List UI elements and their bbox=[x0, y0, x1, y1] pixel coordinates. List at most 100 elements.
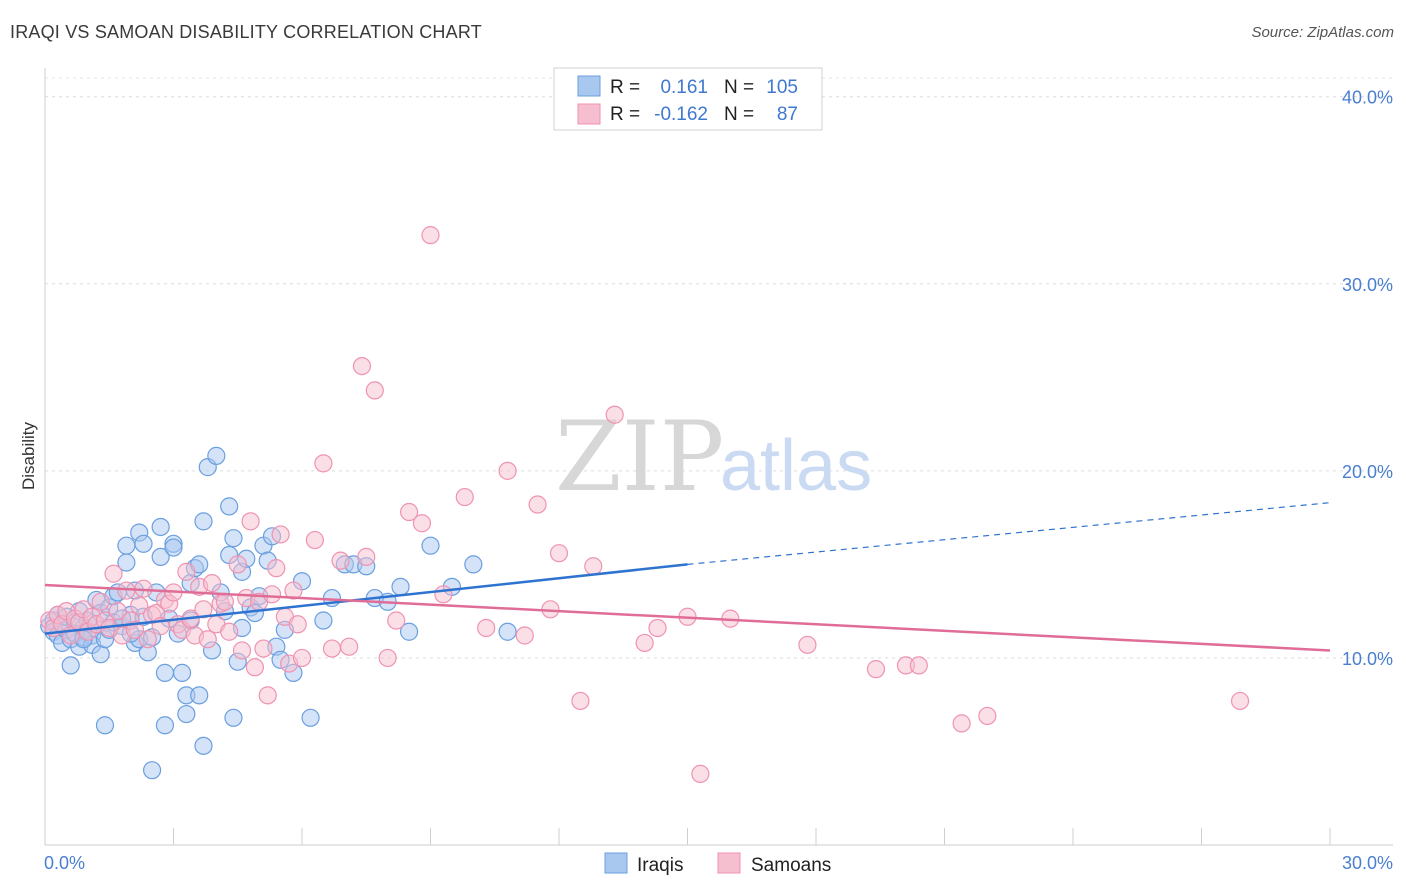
data-point-iraqis bbox=[464, 555, 483, 574]
data-point-samoans bbox=[305, 530, 324, 550]
data-point-samoans bbox=[284, 581, 303, 600]
data-point-samoans bbox=[515, 626, 534, 645]
data-point-samoans bbox=[340, 637, 359, 656]
data-point-samoans bbox=[387, 611, 406, 630]
data-point-iraqis bbox=[117, 536, 136, 555]
data-point-samoans bbox=[202, 573, 222, 593]
stats-legend: R = 0.161 N = 105 R = -0.162 N = 87 bbox=[553, 67, 823, 131]
legend-n-value-1: 105 bbox=[766, 77, 798, 98]
trend-line-samoans bbox=[44, 583, 1331, 652]
data-point-samoans bbox=[378, 648, 397, 668]
data-point-samoans bbox=[130, 596, 149, 615]
legend-swatch-samoans bbox=[577, 103, 601, 125]
data-point-samoans bbox=[455, 487, 474, 507]
data-point-iraqis bbox=[314, 611, 333, 630]
legend-swatch-iraqis bbox=[577, 75, 601, 97]
legend-r-label-1: R = bbox=[610, 77, 640, 98]
axes bbox=[44, 68, 1393, 846]
data-point-iraqis bbox=[194, 736, 213, 755]
legend-bottom-swatch-samoans bbox=[717, 852, 741, 874]
data-point-iraqis bbox=[151, 547, 170, 567]
data-point-samoans bbox=[138, 630, 157, 649]
data-point-samoans bbox=[365, 381, 384, 400]
series-legend: Iraqis Samoans bbox=[604, 852, 831, 876]
data-point-samoans bbox=[215, 592, 234, 611]
y-tick-label: 20.0% bbox=[1342, 462, 1393, 482]
legend-r-value-1: 0.161 bbox=[660, 77, 708, 98]
data-point-samoans bbox=[357, 547, 376, 567]
data-point-samoans bbox=[605, 405, 624, 424]
data-point-samoans bbox=[245, 658, 264, 677]
data-point-samoans bbox=[241, 512, 260, 531]
legend-bottom-swatch-iraqis bbox=[604, 852, 628, 874]
data-point-samoans bbox=[434, 585, 453, 604]
data-point-samoans bbox=[399, 502, 419, 522]
data-point-samoans bbox=[228, 555, 247, 574]
chart-title: IRAQI VS SAMOAN DISABILITY CORRELATION C… bbox=[10, 22, 482, 42]
data-point-samoans bbox=[798, 635, 817, 654]
legend-r-label-2: R = bbox=[610, 104, 640, 125]
data-point-iraqis bbox=[399, 622, 419, 641]
legend-bottom-label-iraqis: Iraqis bbox=[637, 855, 683, 876]
data-point-samoans bbox=[498, 461, 517, 480]
data-point-samoans bbox=[331, 551, 350, 570]
data-point-samoans bbox=[866, 660, 886, 679]
legend-n-label-1: N = bbox=[724, 77, 754, 98]
data-point-iraqis bbox=[301, 708, 320, 727]
trend-line-iraqis-extrapolated bbox=[687, 502, 1331, 565]
data-point-iraqis bbox=[95, 716, 115, 735]
y-tick-label: 30.0% bbox=[1342, 275, 1393, 295]
data-point-iraqis bbox=[61, 656, 80, 675]
data-point-iraqis bbox=[220, 497, 239, 516]
data-point-samoans bbox=[104, 564, 123, 583]
data-point-iraqis bbox=[177, 704, 196, 724]
data-point-iraqis bbox=[498, 622, 517, 641]
data-point-iraqis bbox=[134, 534, 153, 553]
data-point-samoans bbox=[220, 622, 239, 641]
legend-n-label-2: N = bbox=[724, 104, 754, 125]
data-point-samoans bbox=[254, 639, 273, 658]
data-point-samoans bbox=[314, 454, 333, 473]
data-point-iraqis bbox=[194, 512, 213, 531]
data-point-samoans bbox=[584, 557, 603, 576]
data-point-samoans bbox=[952, 714, 971, 733]
y-tick-label: 10.0% bbox=[1342, 649, 1393, 669]
y-axis-label: Disability bbox=[19, 421, 38, 490]
data-point-samoans bbox=[1230, 691, 1250, 711]
data-point-samoans bbox=[635, 633, 654, 653]
watermark-atlas: atlas bbox=[720, 426, 872, 506]
x-tick-label: 30.0% bbox=[1342, 853, 1393, 873]
data-point-samoans bbox=[412, 514, 432, 533]
data-point-samoans bbox=[978, 706, 997, 726]
data-point-samoans bbox=[108, 602, 127, 621]
data-point-samoans bbox=[648, 618, 667, 638]
data-point-samoans bbox=[352, 356, 372, 376]
data-point-samoans bbox=[528, 495, 547, 514]
y-tick-label: 40.0% bbox=[1342, 88, 1393, 108]
data-point-iraqis bbox=[155, 663, 175, 682]
data-point-samoans bbox=[262, 585, 282, 604]
data-point-samoans bbox=[91, 592, 110, 611]
data-point-samoans bbox=[571, 691, 590, 711]
data-point-iraqis bbox=[391, 577, 410, 596]
data-point-samoans bbox=[177, 562, 196, 581]
data-point-iraqis bbox=[151, 517, 170, 537]
tick-labels: 10.0% 20.0% 30.0% 40.0% 0.0% 30.0% bbox=[44, 88, 1393, 873]
data-point-samoans bbox=[288, 615, 307, 634]
data-point-iraqis bbox=[142, 761, 162, 780]
data-point-samoans bbox=[258, 686, 277, 705]
data-point-samoans bbox=[421, 226, 440, 245]
data-point-iraqis bbox=[207, 446, 226, 465]
legend-n-value-2: 87 bbox=[777, 104, 798, 125]
data-point-iraqis bbox=[224, 529, 243, 548]
data-point-iraqis bbox=[155, 716, 175, 735]
data-point-iraqis bbox=[164, 538, 183, 557]
data-point-iraqis bbox=[190, 686, 209, 705]
data-point-samoans bbox=[267, 559, 286, 578]
data-point-samoans bbox=[292, 648, 312, 668]
legend-bottom-label-samoans: Samoans bbox=[751, 855, 831, 876]
data-point-samoans bbox=[691, 764, 710, 784]
trend-lines bbox=[44, 502, 1331, 652]
watermark-zip: ZIP bbox=[555, 401, 724, 513]
legend-r-value-2: -0.162 bbox=[654, 104, 708, 125]
